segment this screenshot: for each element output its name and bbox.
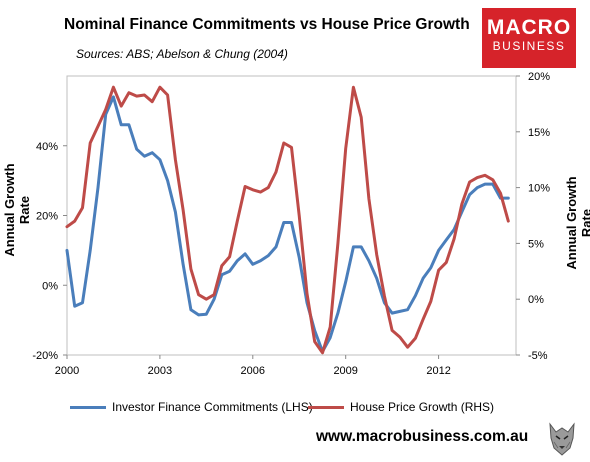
- x-tick-label: 2009: [333, 365, 357, 377]
- chart-subtitle: Sources: ABS; Abelson & Chung (2004): [76, 47, 288, 61]
- x-tick-label: 2006: [241, 365, 265, 377]
- x-tick-label: 2003: [148, 365, 172, 377]
- x-tick-label: 2012: [426, 365, 450, 377]
- legend-label-lhs: Investor Finance Commitments (LHS): [112, 400, 313, 414]
- y-left-tick-label: -20%: [32, 350, 58, 362]
- legend-swatch-rhs: [308, 405, 344, 409]
- y-right-tick-label: 10%: [528, 183, 550, 195]
- macro-business-logo: MACRO BUSINESS: [482, 8, 576, 68]
- legend-item-rhs: House Price Growth (RHS): [308, 400, 494, 414]
- x-tick-label: 2000: [55, 365, 79, 377]
- y-right-tick-label: 20%: [528, 71, 550, 83]
- y-left-tick-label: 40%: [36, 141, 58, 153]
- y-right-tick-label: 5%: [528, 238, 544, 250]
- logo-line-1: MACRO: [486, 16, 572, 39]
- y-left-tick-label: 20%: [36, 211, 58, 223]
- plot-area: [66, 75, 517, 356]
- y-right-tick-label: 15%: [528, 127, 550, 139]
- website-url: www.macrobusiness.com.au: [316, 428, 529, 445]
- legend-label-rhs: House Price Growth (RHS): [350, 400, 495, 414]
- chart-title: Nominal Finance Commitments vs House Pri…: [64, 16, 470, 33]
- series-line-investor-finance: [65, 95, 510, 353]
- logo-line-2: BUSINESS: [492, 39, 566, 53]
- legend-swatch-lhs: [70, 405, 106, 409]
- wolf-icon: [544, 418, 580, 458]
- legend-item-lhs: Investor Finance Commitments (LHS): [70, 400, 313, 414]
- series-line-house-price: [65, 85, 510, 355]
- y-right-tick-label: -5%: [528, 350, 548, 362]
- y-right-tick-label: 0%: [528, 294, 544, 306]
- y-left-tick-label: 0%: [42, 280, 58, 292]
